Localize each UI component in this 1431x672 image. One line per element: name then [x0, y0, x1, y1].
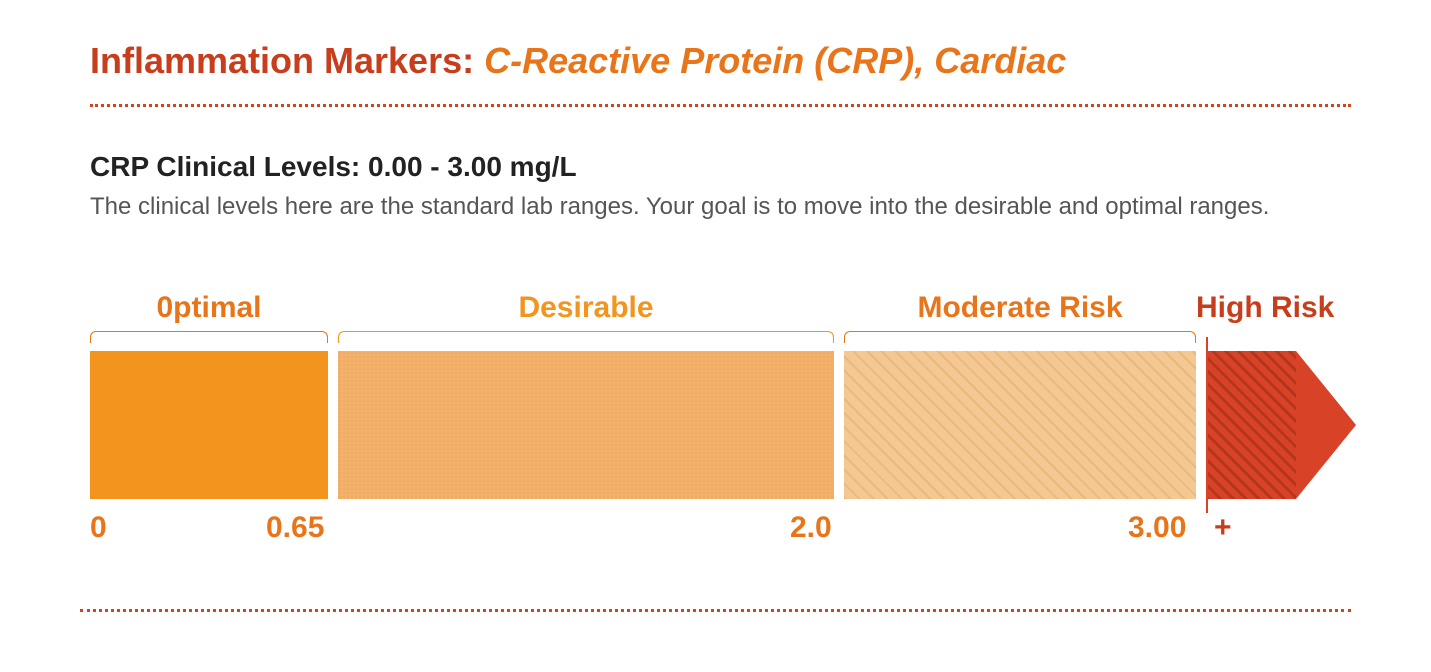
- zone-bars-row: [90, 351, 1351, 499]
- zone-label: High Risk: [1196, 291, 1334, 325]
- threshold-line: [1206, 337, 1208, 513]
- zone-labels-row: 0ptimal Desirable Moderate Risk High Risk: [90, 291, 1351, 351]
- zone-label: Desirable: [518, 291, 653, 325]
- clinical-levels-line: CRP Clinical Levels: 0.00 - 3.00 mg/L: [90, 151, 1351, 183]
- title-prefix: Inflammation Markers:: [90, 40, 484, 81]
- tick-value: +: [1214, 511, 1232, 545]
- tick-value: 0: [90, 511, 107, 545]
- zone-label: Moderate Risk: [917, 291, 1122, 325]
- crp-range-chart: 0ptimal Desirable Moderate Risk High Risk 0…: [90, 291, 1351, 561]
- clinical-levels-label: CRP Clinical Levels:: [90, 151, 368, 182]
- top-divider: [90, 104, 1351, 107]
- bottom-divider: [80, 609, 1351, 612]
- zone-bar: [844, 351, 1196, 499]
- zone-label: 0ptimal: [156, 291, 261, 325]
- zone-brace: [90, 331, 328, 343]
- zone-bar: [1206, 351, 1296, 499]
- zone-brace: [844, 331, 1196, 343]
- page-title: Inflammation Markers: C-Reactive Protein…: [90, 40, 1351, 82]
- tick-value: 2.0: [790, 511, 832, 545]
- tick-values-row: 0 0.65 2.0 3.00 +: [90, 511, 1351, 561]
- subtitle-block: CRP Clinical Levels: 0.00 - 3.00 mg/L Th…: [90, 151, 1351, 221]
- description-text: The clinical levels here are the standar…: [90, 193, 1351, 221]
- tick-value: 3.00: [1128, 511, 1186, 545]
- title-marker: C-Reactive Protein (CRP), Cardiac: [484, 40, 1066, 81]
- clinical-levels-range: 0.00 - 3.00 mg/L: [368, 151, 577, 182]
- zone-bar: [338, 351, 834, 499]
- zone-bar: [90, 351, 328, 499]
- zone-brace: [338, 331, 834, 343]
- tick-value: 0.65: [266, 511, 324, 545]
- arrow-head-icon: [1296, 351, 1356, 499]
